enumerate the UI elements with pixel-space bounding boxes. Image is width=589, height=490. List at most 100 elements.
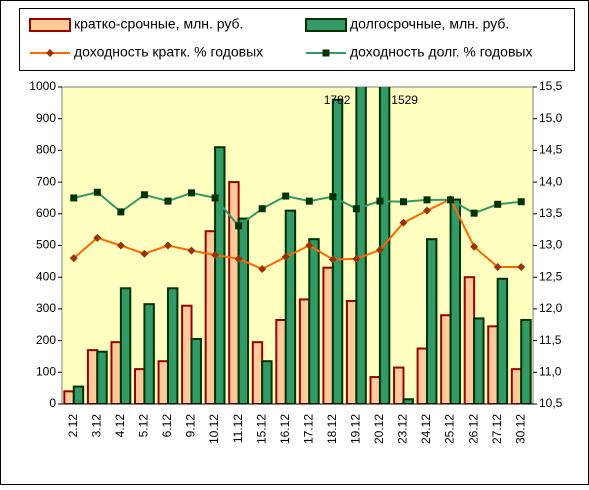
bar: [72, 385, 85, 404]
x-tick-label: 18.12: [325, 414, 339, 444]
bar: [308, 238, 320, 404]
marker: [493, 263, 502, 272]
marker: [211, 194, 219, 202]
bar: [166, 287, 179, 404]
legend-swatch: [29, 18, 71, 32]
line: [73, 197, 522, 271]
marker: [117, 208, 125, 216]
x-tick-label: 3.12: [89, 414, 103, 438]
y2-tick-label: 14,5: [539, 143, 563, 157]
marker: [258, 264, 267, 273]
bar: [63, 390, 75, 404]
y-tick-label: 400: [36, 269, 56, 283]
marker: [352, 205, 360, 213]
x-tick-label: 20.12: [372, 414, 386, 444]
marker: [163, 241, 172, 250]
marker: [305, 197, 313, 205]
x-tick-label: 23.12: [396, 414, 410, 444]
marker: [282, 192, 290, 200]
y2-tick-label: 11,5: [539, 333, 562, 347]
marker: [116, 241, 125, 250]
y2-tick-label: 12,5: [539, 269, 563, 283]
line: [73, 191, 522, 228]
bar: [473, 317, 485, 404]
y-tick-label: 200: [36, 333, 56, 347]
y2-tick-label: 15,5: [539, 79, 563, 93]
bar: [322, 266, 334, 404]
bar: [134, 368, 146, 404]
y-tick-label: 700: [36, 174, 56, 188]
legend-marker: [46, 49, 54, 57]
x-tick-label: 27.12: [490, 414, 504, 444]
bar: [426, 238, 438, 404]
x-tick-label: 15.12: [254, 414, 268, 444]
y-tick-label: 600: [36, 206, 56, 220]
marker: [234, 254, 243, 263]
y-tick-label: 800: [36, 143, 56, 157]
bar: [237, 217, 250, 404]
y-tick-label: 1000: [29, 79, 56, 93]
marker: [69, 254, 78, 263]
bar: [416, 347, 429, 404]
marker: [517, 198, 525, 206]
x-tick-label: 25.12: [443, 414, 457, 444]
marker: [494, 200, 502, 208]
marker: [328, 255, 337, 264]
bar: [251, 341, 264, 404]
x-tick-label: 17.12: [301, 414, 315, 444]
bar: [520, 318, 532, 404]
bar: [181, 304, 193, 404]
legend-label: доходность кратк. % годовых: [74, 44, 263, 60]
marker: [305, 241, 314, 250]
x-tick-label: 5.12: [137, 414, 151, 438]
y-tick-label: 0: [49, 396, 56, 410]
marker: [423, 196, 431, 204]
x-tick-label: 30.12: [513, 414, 527, 444]
data-label: 1529: [391, 93, 418, 107]
marker: [447, 196, 455, 204]
bar: [143, 303, 155, 404]
data-label: 1782: [324, 93, 351, 107]
legend-label: кратко-срочные, млн. руб.: [74, 16, 243, 32]
bar: [496, 277, 509, 404]
marker: [258, 205, 266, 213]
y-tick-label: 300: [36, 301, 56, 315]
marker: [70, 194, 78, 202]
marker: [352, 254, 361, 263]
x-tick-label: 9.12: [184, 414, 198, 438]
marker: [329, 193, 337, 201]
bar: [440, 314, 452, 404]
bar: [331, 98, 344, 404]
bar: [110, 341, 122, 404]
bar: [214, 146, 226, 404]
y2-tick-label: 10,5: [539, 396, 563, 410]
legend-marker: [322, 49, 330, 57]
bar: [393, 366, 405, 404]
marker: [188, 189, 196, 197]
marker: [187, 246, 196, 255]
marker: [140, 191, 148, 199]
marker: [399, 198, 407, 206]
plot-area: [61, 86, 534, 405]
bar: [449, 198, 461, 404]
plot-content: [63, 87, 532, 404]
marker: [376, 197, 384, 205]
marker: [93, 233, 102, 242]
marker: [281, 252, 290, 261]
marker: [399, 218, 408, 227]
bar: [463, 276, 476, 404]
bar: [369, 376, 381, 404]
bar: [119, 287, 132, 404]
bar: [284, 209, 297, 404]
legend-label: доходность долг. % годовых: [350, 44, 532, 60]
marker: [235, 222, 243, 230]
x-tick-label: 10.12: [207, 414, 221, 444]
x-tick-label: 4.12: [113, 414, 127, 438]
y2-tick-label: 13,0: [539, 238, 563, 252]
bar: [157, 360, 169, 404]
y2-tick-label: 11,0: [539, 364, 562, 378]
y-tick-label: 500: [36, 238, 56, 252]
marker: [423, 206, 432, 215]
x-tick-label: 2.12: [66, 414, 80, 438]
marker: [470, 209, 478, 217]
